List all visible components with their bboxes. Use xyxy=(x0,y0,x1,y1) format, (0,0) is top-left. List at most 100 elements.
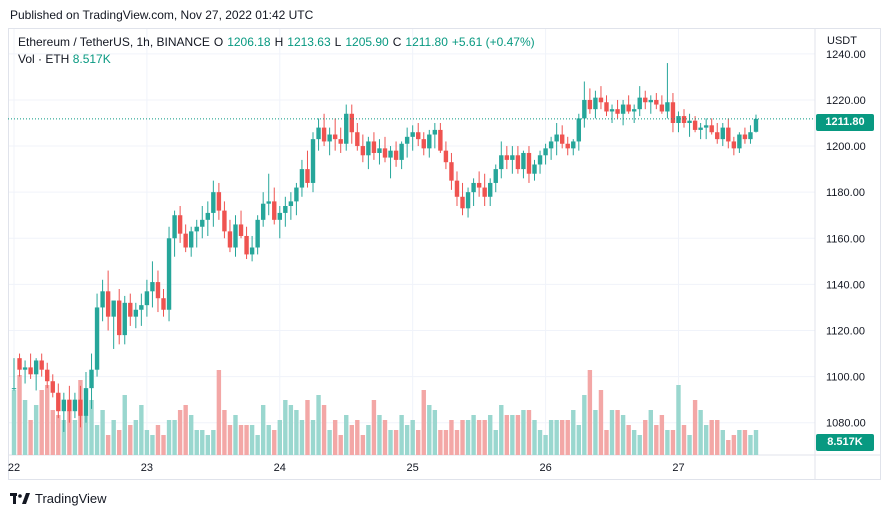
candle xyxy=(543,143,548,165)
candle-body xyxy=(404,136,410,144)
candle xyxy=(172,210,177,257)
volume-bar xyxy=(643,420,648,455)
candle-body xyxy=(471,182,476,193)
candle xyxy=(150,261,155,308)
candle-body xyxy=(166,238,172,310)
candle xyxy=(33,358,39,391)
volume-bar xyxy=(471,415,476,455)
y-tick-label: 1200.00 xyxy=(826,141,866,153)
candle xyxy=(532,159,537,181)
volume-bar xyxy=(654,425,659,455)
brand[interactable]: TradingView xyxy=(10,491,107,506)
candle-body xyxy=(216,192,222,211)
x-tick-label: 24 xyxy=(274,462,286,474)
y-tick-label: 1100.00 xyxy=(826,372,865,384)
candle xyxy=(521,150,526,179)
close-value: 1211.80 xyxy=(405,35,448,49)
candle xyxy=(222,201,227,239)
candle xyxy=(310,132,316,193)
y-tick-label: 1080.00 xyxy=(826,418,866,430)
volume-bar xyxy=(637,435,642,455)
candle-body xyxy=(726,127,731,142)
candle-body xyxy=(698,127,703,130)
currency-label[interactable]: USDT xyxy=(827,35,857,47)
volume-label[interactable]: Vol · ETH xyxy=(18,52,70,66)
candle-body xyxy=(288,201,294,206)
volume-bar xyxy=(687,435,692,455)
volume-bar xyxy=(100,410,105,455)
volume-bar xyxy=(631,430,637,455)
candle-body xyxy=(510,155,515,160)
candle-body xyxy=(332,134,338,140)
candle xyxy=(742,127,748,144)
volume-bar xyxy=(432,410,438,455)
volume-bar xyxy=(620,415,626,455)
candle-body xyxy=(100,291,105,308)
candle-body xyxy=(598,97,604,103)
volume-bar xyxy=(460,420,465,455)
chart-legend: Ethereum / TetherUS, 1h, BINANCE O 1206.18… xyxy=(18,35,539,49)
candle-body xyxy=(476,182,482,188)
candle xyxy=(443,141,449,170)
candle xyxy=(67,385,72,423)
volume-bar xyxy=(726,440,731,455)
volume-bar xyxy=(593,410,598,455)
candle xyxy=(504,146,510,170)
volume-bar xyxy=(377,415,382,455)
candle xyxy=(576,113,582,151)
candle-body xyxy=(177,215,183,234)
candle-body xyxy=(249,247,255,255)
candle-body xyxy=(554,134,559,142)
symbol-title[interactable]: Ethereum / TetherUS, 1h, BINANCE xyxy=(18,35,210,49)
candle-body xyxy=(543,148,548,156)
brand-name: TradingView xyxy=(35,491,107,506)
volume-bar xyxy=(720,430,725,455)
volume-bar xyxy=(582,395,587,455)
candle-body xyxy=(681,116,687,123)
volume-bar xyxy=(216,370,222,455)
y-tick-label: 1120.00 xyxy=(826,326,865,338)
candle xyxy=(28,353,33,379)
candle-body xyxy=(703,125,709,128)
candle xyxy=(177,206,183,243)
volume-bar xyxy=(305,400,310,455)
candle-body xyxy=(460,196,465,209)
volume-bar xyxy=(692,400,698,455)
volume-bar xyxy=(510,415,515,455)
candle xyxy=(277,206,282,239)
candle-body xyxy=(499,155,504,170)
candle xyxy=(211,180,216,227)
candle-body xyxy=(94,307,100,370)
volume-bar xyxy=(39,390,44,455)
open-label: O xyxy=(213,35,224,49)
volume-bar xyxy=(371,400,377,455)
candle-body xyxy=(416,132,421,140)
volume-bar xyxy=(355,420,360,455)
candle xyxy=(349,104,354,144)
candle-body xyxy=(565,143,570,149)
candle-body xyxy=(233,224,238,248)
candle xyxy=(17,353,22,377)
volume-bar xyxy=(604,430,609,455)
volume-bar xyxy=(344,415,349,455)
candle xyxy=(294,182,299,216)
candle xyxy=(155,270,161,313)
candle xyxy=(288,192,294,220)
candle-body xyxy=(393,150,399,160)
candle xyxy=(39,353,44,377)
low-label: L xyxy=(334,35,342,49)
volume-bar xyxy=(521,410,526,455)
change-value: +5.61 (+0.47%) xyxy=(451,35,535,49)
candle-body xyxy=(593,97,598,110)
candle-body xyxy=(410,132,415,137)
candle-body xyxy=(56,392,61,412)
volume-bar xyxy=(83,415,89,455)
candle xyxy=(100,279,105,322)
volume-bar xyxy=(321,405,327,455)
x-axis-ticks: 22 23 24 25 26 27 xyxy=(8,462,685,474)
volume-bar xyxy=(515,415,521,455)
candle-body xyxy=(654,99,659,105)
volume-bars xyxy=(11,370,759,455)
candle-body xyxy=(111,300,116,317)
